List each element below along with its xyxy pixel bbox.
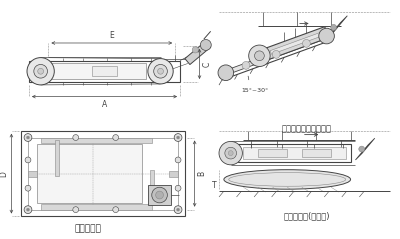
Text: 15°~30°: 15°~30° [242, 88, 268, 93]
Polygon shape [265, 27, 329, 59]
Circle shape [177, 136, 180, 139]
Circle shape [24, 206, 32, 214]
Text: D: D [0, 171, 8, 177]
Text: 安装示意图（傅斜式）: 安装示意图（傅斜式） [282, 124, 332, 133]
Bar [169, 171, 178, 177]
Bar [258, 149, 287, 157]
Circle shape [177, 208, 180, 211]
Bar [41, 137, 152, 143]
Circle shape [154, 65, 167, 78]
Circle shape [34, 65, 48, 78]
Circle shape [200, 39, 211, 50]
Circle shape [175, 185, 181, 191]
Polygon shape [226, 34, 326, 75]
Bar [28, 171, 37, 177]
Circle shape [331, 24, 336, 30]
Circle shape [225, 147, 236, 159]
Text: 外形尺寸图: 外形尺寸图 [75, 224, 102, 233]
Circle shape [25, 185, 31, 191]
Bar [37, 144, 142, 203]
Circle shape [359, 146, 365, 152]
Circle shape [192, 47, 198, 53]
Circle shape [156, 191, 164, 199]
Polygon shape [327, 16, 347, 39]
Bar [28, 137, 178, 210]
Circle shape [148, 59, 173, 84]
Text: A: A [102, 99, 107, 109]
Circle shape [113, 207, 119, 212]
Circle shape [25, 157, 31, 163]
Bar [41, 204, 152, 210]
Bar [150, 170, 154, 189]
Bar [92, 66, 117, 76]
Ellipse shape [224, 170, 350, 189]
Bar [55, 141, 59, 175]
Circle shape [174, 206, 182, 214]
Polygon shape [270, 32, 324, 54]
Circle shape [175, 157, 181, 163]
Circle shape [302, 39, 310, 47]
Circle shape [254, 51, 264, 61]
Circle shape [38, 68, 44, 74]
Text: C: C [202, 61, 212, 67]
Circle shape [73, 207, 79, 212]
Text: T: T [212, 181, 217, 190]
Circle shape [219, 141, 242, 165]
Circle shape [218, 65, 234, 81]
Bar [29, 60, 180, 82]
Circle shape [73, 135, 79, 141]
Bar [302, 149, 331, 157]
Polygon shape [185, 41, 211, 65]
Circle shape [249, 45, 270, 66]
Bar [238, 144, 350, 162]
Text: B: B [198, 171, 206, 176]
Circle shape [319, 28, 334, 44]
Circle shape [242, 61, 250, 69]
Bar [243, 147, 346, 159]
Circle shape [228, 151, 233, 156]
Circle shape [27, 58, 54, 85]
Circle shape [113, 135, 119, 141]
Circle shape [26, 136, 30, 139]
Bar [148, 185, 171, 205]
Circle shape [158, 68, 164, 74]
Text: E: E [110, 31, 114, 40]
Circle shape [26, 208, 30, 211]
Circle shape [24, 134, 32, 141]
Circle shape [174, 134, 182, 141]
Circle shape [272, 50, 280, 58]
Polygon shape [356, 138, 375, 160]
Circle shape [152, 187, 167, 203]
Text: 安装示意图(水平式): 安装示意图(水平式) [284, 211, 330, 220]
Bar [21, 131, 185, 217]
Bar [48, 64, 146, 79]
